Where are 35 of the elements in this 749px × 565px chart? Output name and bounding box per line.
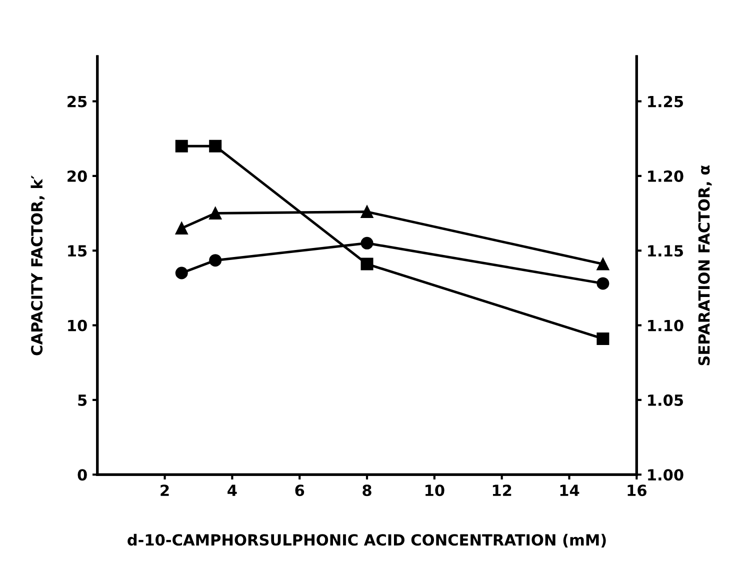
x-tick-label: 12	[492, 484, 512, 496]
point	[596, 258, 610, 270]
x-tick-label: 2	[160, 484, 169, 496]
point	[209, 254, 222, 267]
y-axis-title: CAPACITY FACTOR, k′	[30, 175, 45, 356]
x-tick-label: 8	[362, 484, 372, 496]
x-tick-label: 10	[426, 484, 444, 496]
point	[175, 266, 188, 280]
x-tick-label: 6	[295, 484, 304, 496]
point	[360, 236, 374, 250]
point	[596, 277, 610, 290]
x-tick-label: 16	[628, 484, 646, 496]
point	[209, 207, 222, 220]
x-axis-title: d-10-CAMPHORSULPHONIC ACID CONCENTRATION (mM)	[128, 534, 606, 548]
point	[360, 258, 374, 270]
point	[175, 140, 188, 152]
y-tick-label: 10	[68, 320, 87, 332]
y2-tick-label: 1.15	[648, 245, 683, 257]
y-tick-label: 15	[68, 245, 87, 257]
y-tick-label: 20	[68, 170, 87, 182]
y2-tick-label: 1.20	[648, 170, 684, 182]
point	[360, 206, 374, 218]
y2-tick-label: 1.00	[648, 469, 684, 481]
point	[596, 332, 610, 345]
y2-axis-title: SEPARATION FACTOR, α	[698, 165, 712, 366]
point	[175, 222, 188, 234]
point	[209, 140, 222, 152]
x-tick-label: 4	[228, 484, 237, 496]
y-tick-label: 0	[78, 469, 87, 481]
y-tick-label: 25	[68, 96, 87, 108]
y2-tick-label: 1.25	[648, 96, 683, 108]
y2-tick-label: 1.10	[648, 320, 684, 332]
y2-tick-label: 1.05	[648, 394, 683, 406]
y-tick-label: 5	[78, 394, 87, 406]
x-tick-label: 14	[560, 484, 580, 496]
